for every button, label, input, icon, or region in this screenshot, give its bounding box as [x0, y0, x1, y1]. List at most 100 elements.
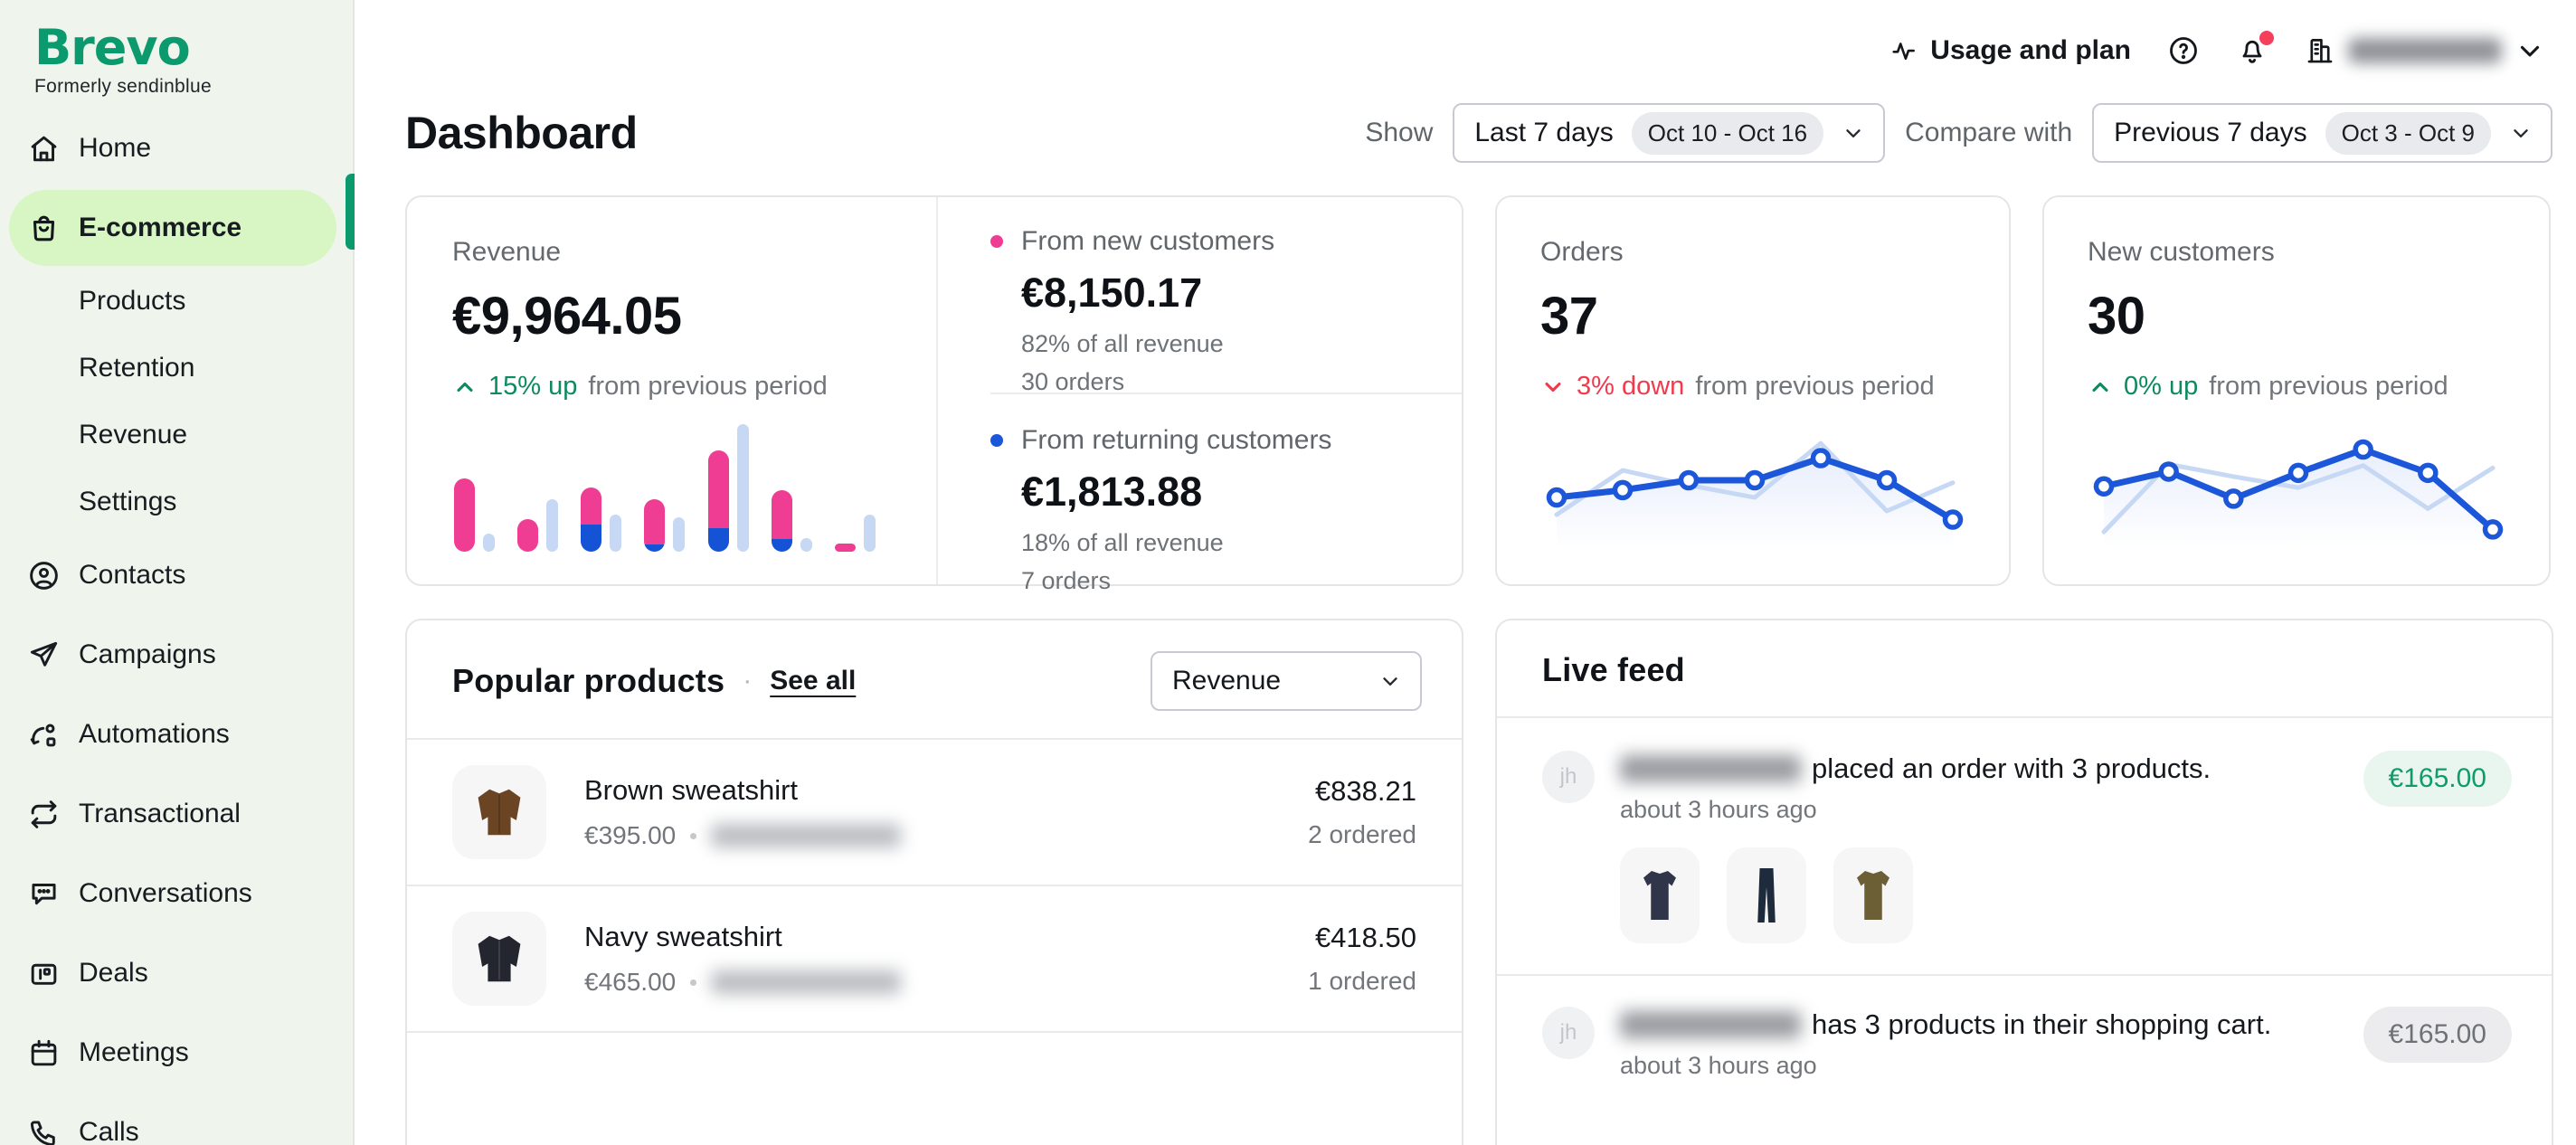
home-icon	[31, 136, 57, 161]
popular-products-card: Popular products · See all Revenue Brown…	[405, 619, 1463, 1145]
compare-range-badge: Oct 3 - Oct 9	[2325, 111, 2491, 155]
orders-delta: 3% down from previous period	[1540, 372, 1965, 402]
product-thumbnail[interactable]	[1620, 847, 1700, 943]
revenue-value: €9,964.05	[452, 287, 682, 345]
sidebar-item-meetings[interactable]: Meetings	[0, 1013, 353, 1093]
chevron-down-icon	[1545, 382, 1561, 392]
new-customers-label: New customers	[2088, 237, 2275, 267]
customer-name-blurred	[1620, 755, 1801, 782]
help-button[interactable]	[2167, 34, 2200, 67]
sidebar-item-transactional[interactable]: Transactional	[0, 774, 353, 854]
sidebar-item-automations[interactable]: Automations	[0, 695, 353, 774]
divider	[990, 393, 1462, 394]
date-filters: Show Last 7 days Oct 10 - Oct 16 Compare…	[1365, 103, 2552, 163]
sidebar-item-campaigns[interactable]: Campaigns	[0, 615, 353, 695]
bottom-cards-row: Popular products · See all Revenue Brown…	[355, 586, 2576, 1145]
revenue-card: Revenue €9,964.05 15% up from previous p…	[405, 195, 1463, 594]
product-image	[452, 912, 546, 1006]
shopping-bag-icon	[33, 215, 55, 241]
sidebar-item-label: Meetings	[79, 1037, 189, 1067]
sidebar-item-label: Transactional	[79, 799, 241, 828]
activity-icon	[1892, 43, 1916, 61]
revenue-breakdown: From new customers €8,150.17 82% of all …	[990, 197, 1462, 594]
sidebar-item-deals[interactable]: Deals	[0, 933, 353, 1013]
pants-graphic	[1757, 868, 1776, 923]
brevo-logo: Brevo	[34, 19, 191, 76]
new-customers-revenue: €8,150.17	[1021, 270, 1203, 316]
new-customers-breakdown: From new customers €8,150.17 82% of all …	[990, 197, 1425, 395]
sidebar-item-retention[interactable]: Retention	[79, 353, 195, 383]
sidebar-item-label: Home	[79, 133, 152, 163]
usage-and-plan-button[interactable]: Usage and plan	[1890, 35, 2131, 66]
live-feed-card: Live feed jh placed an order with 3 prod…	[1495, 619, 2553, 1145]
sidebar: Brevo Formerly sendinblue Home E-commerc…	[0, 0, 355, 1145]
product-thumbnail[interactable]	[1727, 847, 1806, 943]
product-price: €395.00	[584, 821, 677, 849]
sidebar-item-settings[interactable]: Settings	[79, 487, 177, 516]
orders-card: Orders 37 3% down from previous period	[1495, 195, 2011, 586]
feed-action-text: placed an order with 3 products.	[1812, 752, 2211, 784]
automation-icon	[30, 724, 56, 746]
new-customers-line-chart	[2088, 393, 2509, 561]
sidebar-item-contacts[interactable]: Contacts	[0, 535, 353, 615]
contacts-icon	[30, 561, 58, 590]
orders-label: Orders	[1540, 237, 1624, 267]
sidebar-item-label: Contacts	[79, 560, 186, 590]
product-name: Navy sweatshirt	[584, 921, 782, 952]
sidebar-item-products[interactable]: Products	[79, 286, 186, 316]
new-customers-value: 30	[2088, 287, 2145, 345]
kpi-cards-row: Revenue €9,964.05 15% up from previous p…	[355, 163, 2576, 594]
returning-customers-revenue: €1,813.88	[1021, 468, 1203, 515]
calendar-icon	[31, 1039, 57, 1065]
feed-item[interactable]: jh placed an order with 3 products. abou…	[1497, 718, 2552, 824]
chat-icon	[32, 883, 56, 904]
sidebar-item-label: Automations	[79, 719, 230, 749]
product-image	[452, 765, 546, 859]
account-menu[interactable]	[2305, 35, 2545, 66]
blue-bullet	[990, 434, 1003, 447]
cart-amount-badge: €165.00	[2363, 1007, 2512, 1063]
building-icon	[2307, 39, 2333, 63]
sidebar-nav: Home E-commerce Products Retention Reven…	[0, 109, 353, 1145]
feed-item[interactable]: jh has 3 products in their shopping cart…	[1497, 976, 2552, 1080]
sort-by-select[interactable]: Revenue	[1151, 651, 1422, 711]
show-period-select[interactable]: Last 7 days Oct 10 - Oct 16	[1453, 103, 1886, 163]
sidebar-item-label: Conversations	[79, 878, 252, 908]
brand-logo-block[interactable]: Brevo Formerly sendinblue	[0, 0, 353, 98]
show-label: Show	[1365, 118, 1434, 147]
chevron-down-icon	[2520, 45, 2540, 57]
sidebar-item-revenue[interactable]: Revenue	[79, 420, 188, 449]
avatar: jh	[1542, 1007, 1595, 1059]
new-customers-orders: 30 orders	[1021, 367, 1125, 395]
jacket-graphic	[478, 935, 521, 982]
sidebar-item-conversations[interactable]: Conversations	[0, 854, 353, 933]
live-feed-title: Live feed	[1542, 651, 1685, 688]
product-row[interactable]: Navy sweatshirt €465.00 €418.50 1 ordere…	[407, 886, 1462, 1031]
notifications-button[interactable]	[2236, 31, 2274, 67]
separator-dot: ·	[743, 666, 753, 696]
chevron-down-icon	[2514, 129, 2528, 137]
chevron-down-icon	[1846, 129, 1861, 137]
brand-tagline: Formerly sendinblue	[34, 76, 212, 97]
see-all-link[interactable]: See all	[770, 666, 857, 696]
sidebar-item-label: Calls	[79, 1117, 139, 1145]
product-price: €465.00	[584, 968, 677, 996]
product-row[interactable]: Brown sweatshirt €395.00 €838.21 2 order…	[407, 740, 1462, 885]
sidebar-item-calls[interactable]: Calls	[0, 1093, 353, 1145]
divider	[936, 197, 938, 584]
sidebar-item-home[interactable]: Home	[0, 109, 353, 188]
revenue-bar-chart	[454, 407, 876, 552]
product-thumbnail[interactable]	[1833, 847, 1913, 943]
divider	[407, 1031, 1462, 1033]
pink-bullet	[990, 235, 1003, 248]
title-row: Dashboard Show Last 7 days Oct 10 - Oct …	[355, 78, 2576, 163]
divider	[1497, 974, 2552, 976]
tshirt-graphic	[1643, 871, 1676, 920]
returning-customers-orders: 7 orders	[1021, 566, 1112, 594]
notification-dot	[2259, 31, 2274, 45]
paper-plane-icon	[30, 641, 58, 667]
product-ordered-count: 2 ordered	[1308, 820, 1416, 848]
compare-period-select[interactable]: Previous 7 days Oct 3 - Oct 9	[2092, 103, 2552, 163]
sidebar-item-ecommerce[interactable]: E-commerce	[9, 190, 336, 266]
